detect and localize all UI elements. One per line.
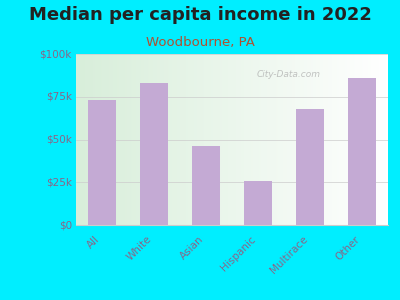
Bar — [348, 78, 376, 225]
Text: Multirace: Multirace — [269, 234, 310, 275]
Text: Hispanic: Hispanic — [219, 234, 258, 273]
Text: Median per capita income in 2022: Median per capita income in 2022 — [28, 6, 372, 24]
Text: Other: Other — [334, 234, 362, 262]
Bar — [244, 181, 272, 225]
Text: All: All — [86, 234, 102, 250]
Text: City-Data.com: City-Data.com — [256, 70, 320, 79]
Text: White: White — [126, 234, 154, 262]
Text: $25k: $25k — [46, 177, 72, 187]
Bar — [192, 146, 220, 225]
Bar — [296, 109, 324, 225]
Text: $50k: $50k — [46, 134, 72, 145]
Text: Woodbourne, PA: Woodbourne, PA — [146, 36, 254, 49]
Text: $0: $0 — [59, 220, 72, 230]
Text: $100k: $100k — [40, 49, 72, 59]
Bar — [140, 83, 168, 225]
Bar — [88, 100, 116, 225]
Text: $75k: $75k — [46, 92, 72, 102]
Text: Asian: Asian — [179, 234, 206, 261]
